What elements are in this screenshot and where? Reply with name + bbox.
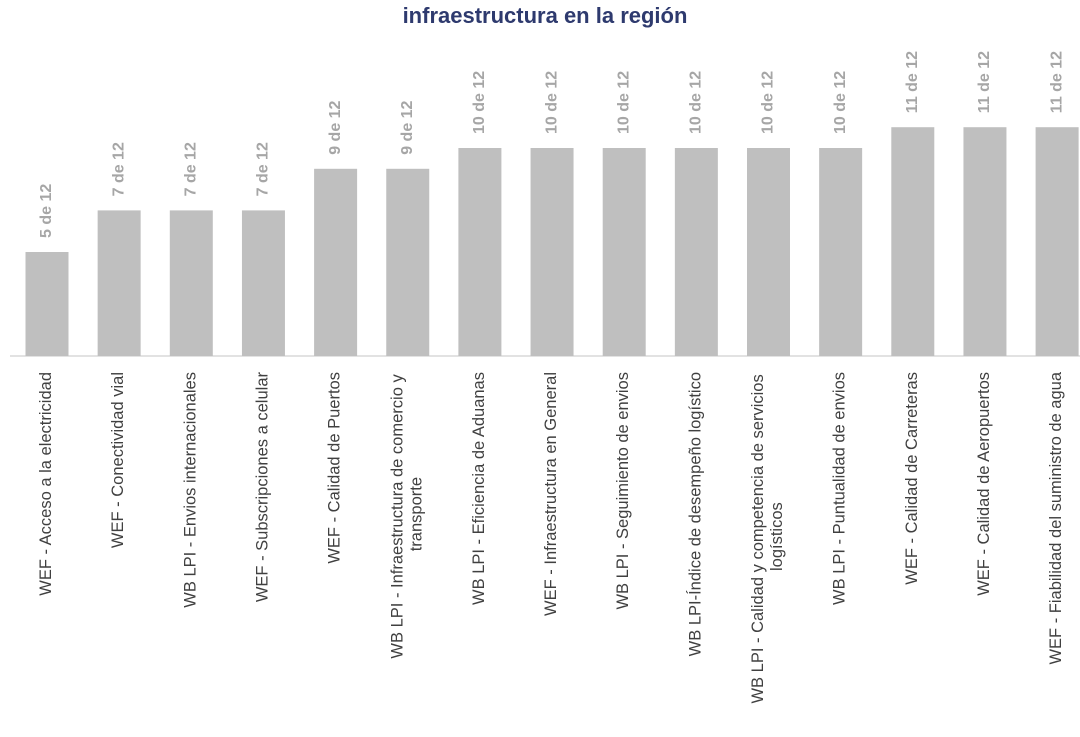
value-label: 7 de 12 <box>110 142 127 196</box>
bar <box>25 252 69 356</box>
bar <box>819 148 863 356</box>
value-label: 10 de 12 <box>832 71 849 134</box>
bar <box>241 210 285 356</box>
bar <box>747 148 790 356</box>
value-label: 10 de 12 <box>543 71 560 134</box>
value-label: 10 de 12 <box>615 71 632 134</box>
x-tick-label: WEF - Infraestructura en General <box>542 372 560 616</box>
x-tick-label: WB LPI - Eficiencia de Aduanas <box>470 372 488 605</box>
value-label: 10 de 12 <box>688 71 705 134</box>
value-label: 10 de 12 <box>760 71 777 134</box>
bar <box>1035 127 1079 356</box>
bar <box>386 168 430 356</box>
bar <box>458 148 502 356</box>
bar <box>314 168 358 356</box>
value-label: 7 de 12 <box>183 142 200 196</box>
value-label: 10 de 12 <box>471 71 488 134</box>
bar <box>963 127 1007 356</box>
bar <box>891 127 935 356</box>
value-label: 5 de 12 <box>38 184 55 238</box>
x-tick-label: WEF - Calidad de Carreteras <box>903 372 921 585</box>
bar <box>169 210 213 356</box>
value-label: 11 de 12 <box>904 51 921 113</box>
x-tick-label: WB LPI-Índice de desempeño logístico <box>686 372 705 656</box>
x-tick-label: WB LPI - Envios internacionales <box>182 372 200 608</box>
x-tick-label: WEF - Calidad de Puertos <box>326 372 344 564</box>
value-label: 9 de 12 <box>399 100 416 154</box>
value-label: 11 de 12 <box>976 51 993 113</box>
bar <box>674 148 718 356</box>
x-tick-label: WB LPI - Calidad y competencia de servic… <box>749 370 786 704</box>
value-label: 9 de 12 <box>327 100 344 154</box>
x-tick-label: WEF - Fiabilidad del suministro de agua <box>1047 371 1065 664</box>
value-label: 11 de 12 <box>1048 51 1065 113</box>
x-tick-label: WB LPI - Infraestructura de comercio y t… <box>389 370 426 659</box>
chart-title: infraestructura en la región <box>403 3 688 28</box>
bar <box>97 210 141 356</box>
x-tick-label: WEF - Conectividad vial <box>110 372 128 548</box>
value-label: 7 de 12 <box>255 142 272 196</box>
x-tick-label: WB LPI - Seguimiento de envios <box>615 372 633 610</box>
bar <box>602 148 646 356</box>
bar <box>530 148 574 356</box>
x-tick-label: WEF - Calidad de Aeropuertos <box>975 372 993 596</box>
x-tick-label: WB LPI - Puntualidad de envios <box>831 372 849 605</box>
x-tick-label: WEF - Subscripciones a celular <box>254 372 272 603</box>
x-tick-label: WEF - Acceso a la electricidad <box>37 372 55 596</box>
